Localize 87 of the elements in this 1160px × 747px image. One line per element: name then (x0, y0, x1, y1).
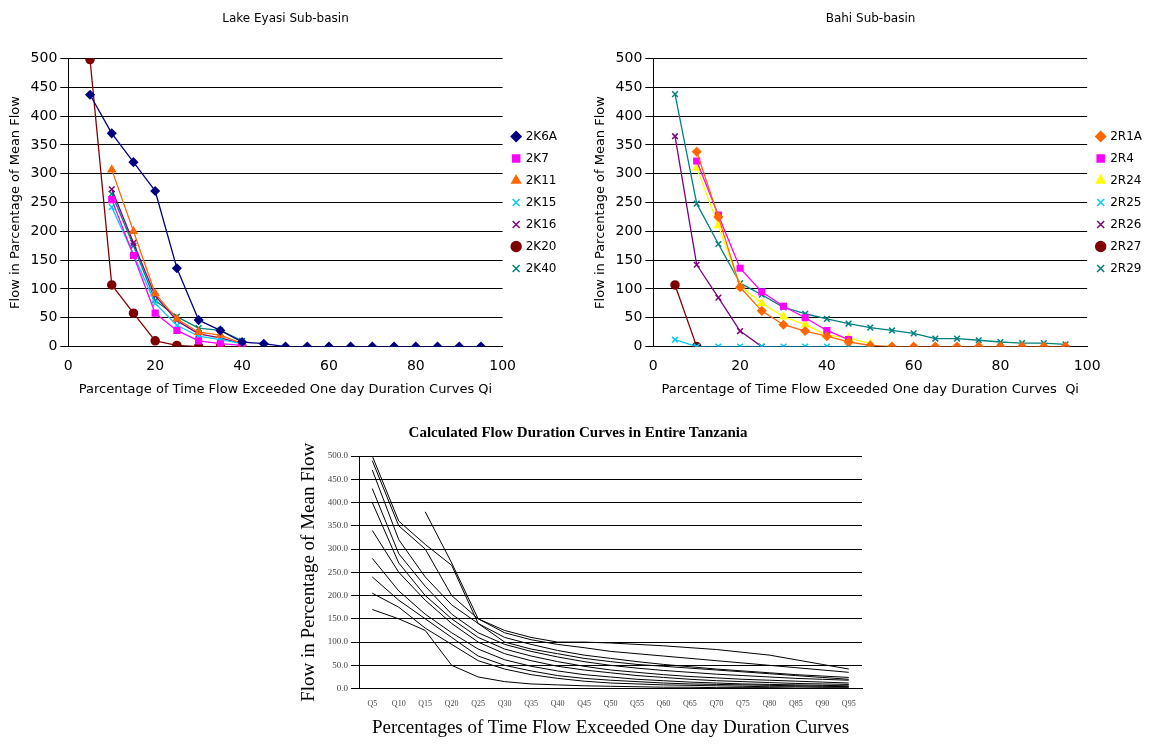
x-tick-label: Q25 (471, 699, 486, 709)
y-tick-label: 0 (633, 337, 643, 354)
x-tick-label: 40 (817, 356, 836, 373)
y-tick-label: 450.0 (327, 473, 349, 484)
y-tick-label: 100.0 (327, 636, 349, 647)
y-axis-title: Flow in Parcentage of Mean Flow (592, 95, 608, 309)
legend-label: 2K20 (525, 238, 557, 253)
y-tick-label: 150 (615, 250, 643, 267)
y-axis-title: Flow in Parcentage of Mean Flow (7, 95, 23, 309)
legend-label: 2K40 (525, 260, 557, 275)
x-tick-label: Q10 (391, 699, 406, 709)
y-tick-label: 400.0 (327, 496, 349, 507)
y-tick-label: 0 (48, 337, 58, 354)
y-tick-label: 450 (30, 77, 58, 94)
legend-label: 2R27 (1110, 238, 1142, 253)
y-tick-label: 500 (615, 49, 643, 66)
x-tick-label: 100 (1073, 356, 1101, 373)
legend-label: 2K11 (525, 172, 557, 187)
y-tick-label: 200.0 (327, 589, 349, 600)
x-tick-label: Q80 (762, 699, 777, 709)
legend-label: 2K15 (525, 194, 557, 209)
y-tick-label: 300 (615, 164, 643, 181)
y-tick-label: 250 (615, 193, 643, 210)
x-tick-label: 20 (731, 356, 750, 373)
legend-label: 2R29 (1110, 260, 1142, 275)
legend-label: 2R25 (1110, 194, 1142, 209)
x-tick-label: Q65 (683, 699, 697, 709)
legend-label: 2K6A (525, 128, 558, 143)
y-tick-label: 200 (30, 221, 58, 238)
y-tick-label: 500.0 (327, 450, 349, 461)
x-tick-label: Q50 (603, 699, 618, 709)
x-tick-label: Q45 (577, 699, 591, 709)
x-tick-label: Q20 (444, 699, 459, 709)
y-tick-label: 100 (615, 279, 643, 296)
legend-label: 2R4 (1110, 150, 1134, 165)
y-tick-label: 100 (30, 279, 58, 296)
y-tick-label: 300 (30, 164, 58, 181)
chart-title: Calculated Flow Duration Curves in Entire Tanzania (408, 423, 748, 440)
x-tick-label: Q5 (367, 699, 378, 709)
y-tick-label: 400 (30, 106, 58, 123)
x-tick-label: 0 (648, 356, 658, 373)
x-tick-label: 60 (904, 356, 923, 373)
y-tick-label: 200 (615, 221, 643, 238)
y-tick-label: 250 (30, 193, 58, 210)
x-tick-label: Q55 (630, 699, 644, 709)
legend-label: 2R1A (1110, 128, 1143, 143)
y-tick-label: 300.0 (327, 543, 349, 554)
legend-label: 2K7 (525, 150, 549, 165)
x-tick-label: Q85 (788, 699, 803, 709)
chart-title: Bahi Sub-basin (825, 11, 916, 26)
x-tick-label: Q70 (709, 699, 724, 709)
x-tick-label: Q35 (524, 699, 538, 709)
x-tick-label: Q95 (841, 699, 856, 709)
x-axis-title: Parcentage of Time Flow Exceeded One day Duration Curves Qi (661, 380, 1079, 396)
y-tick-label: 50 (624, 308, 643, 325)
x-tick-label: 40 (233, 356, 251, 373)
legend-label: 2K16 (525, 216, 557, 231)
chart-title: Lake Eyasi Sub-basin (222, 11, 349, 26)
x-tick-label: Q90 (815, 699, 830, 709)
x-tick-label: 100 (489, 356, 517, 373)
y-tick-label: 150 (30, 250, 58, 267)
y-tick-label: 350 (615, 135, 643, 152)
y-tick-label: 500 (30, 49, 58, 66)
y-tick-label: 350 (30, 135, 58, 152)
x-tick-label: 80 (991, 356, 1010, 373)
x-tick-label: Q40 (550, 699, 565, 709)
x-tick-label: Q15 (418, 699, 433, 709)
y-tick-label: 250.0 (327, 566, 349, 577)
x-tick-label: Q30 (497, 699, 512, 709)
y-tick-label: 150.0 (327, 613, 349, 624)
y-tick-label: 450 (615, 77, 643, 94)
x-tick-label: 80 (406, 356, 425, 373)
x-tick-label: 60 (320, 356, 338, 373)
y-tick-label: 50 (39, 308, 58, 325)
x-axis-title: Percentages of Time Flow Exceeded One day Duration Curves (372, 715, 850, 737)
x-tick-label: 0 (63, 356, 73, 373)
x-tick-label: Q60 (656, 699, 671, 709)
x-axis-title: Parcentage of Time Flow Exceeded One day Duration Curves Qi (78, 380, 493, 396)
y-tick-label: 400 (615, 106, 643, 123)
y-tick-label: 0.0 (336, 682, 349, 693)
x-tick-label: Q75 (735, 699, 750, 709)
y-tick-label: 50.0 (332, 659, 349, 670)
y-tick-label: 350.0 (327, 520, 349, 531)
x-tick-label: 20 (146, 356, 165, 373)
legend-label: 2R24 (1110, 172, 1142, 187)
legend-label: 2R26 (1110, 216, 1142, 231)
y-axis-title: Flow in Percentage of Mean Flow (297, 442, 319, 702)
